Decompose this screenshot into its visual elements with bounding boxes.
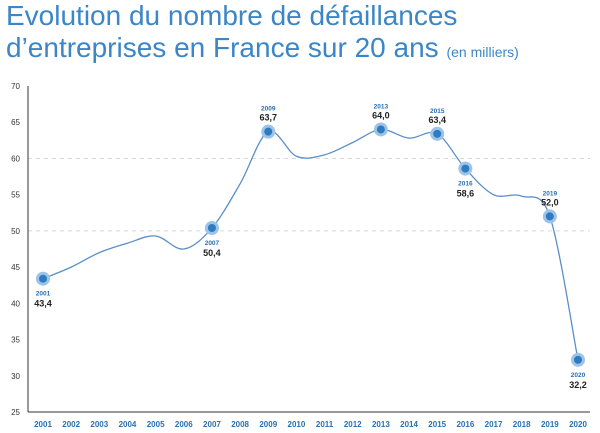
x-tick-label: 2008: [231, 420, 249, 429]
data-label-year: 2007: [205, 240, 220, 247]
data-point: [574, 355, 582, 364]
data-label-value: 32,2: [569, 380, 587, 390]
data-label-year: 2001: [36, 291, 51, 298]
y-tick-label: 25: [11, 408, 20, 417]
data-label-year: 2009: [261, 106, 276, 113]
data-label-year: 2013: [374, 103, 389, 110]
x-tick-label: 2019: [541, 420, 559, 429]
x-tick-label: 2009: [259, 420, 277, 429]
data-point: [207, 223, 216, 232]
data-point: [376, 125, 385, 134]
y-tick-label: 40: [11, 299, 20, 308]
y-axis-ticks: 25 30 35 40 45 50 55 60 65 70: [11, 82, 20, 417]
data-label-value: 58,6: [457, 189, 475, 199]
y-tick-label: 60: [11, 154, 20, 163]
data-label-value: 43,4: [34, 299, 52, 309]
title-line-1: Evolution du nombre de défaillances: [6, 0, 458, 31]
title-line-2: d’entreprises en France sur 20 ans: [6, 32, 439, 63]
x-tick-label: 2005: [147, 420, 165, 429]
x-axis-ticks: 2001 2002 2003 2004 2005 2006 2007 2008 2009 2010…: [34, 420, 587, 429]
x-tick-label: 2018: [513, 420, 531, 429]
x-tick-label: 2002: [62, 420, 80, 429]
y-tick-label: 50: [11, 227, 20, 236]
series-line: [42, 128, 579, 360]
y-tick-label: 65: [11, 118, 20, 127]
data-label-year: 2016: [458, 181, 473, 188]
grid-lines: [28, 157, 590, 232]
data-markers: [36, 122, 585, 367]
x-tick-label: 2015: [428, 420, 446, 429]
data-label-year: 2015: [430, 108, 445, 115]
y-tick-label: 55: [11, 191, 20, 200]
y-tick-label: 45: [11, 263, 20, 272]
data-label-value: 63,4: [428, 115, 446, 125]
x-tick-label: 2003: [90, 420, 108, 429]
x-tick-label: 2012: [344, 420, 362, 429]
x-tick-label: 2010: [288, 420, 306, 429]
data-point: [461, 164, 470, 173]
chart-title: Evolution du nombre de défaillances d’en…: [6, 0, 519, 68]
data-label-value: 63,7: [259, 113, 277, 123]
x-tick-label: 2004: [119, 420, 137, 429]
data-label-value: 50,4: [203, 248, 221, 258]
x-tick-label: 2001: [34, 420, 52, 429]
data-label-value: 64,0: [372, 110, 390, 120]
y-tick-label: 70: [11, 82, 20, 91]
y-tick-label: 35: [11, 336, 20, 345]
data-point: [545, 212, 554, 221]
data-point: [39, 274, 47, 283]
axes: [27, 86, 590, 413]
x-tick-label: 2020: [569, 420, 587, 429]
y-tick-label: 30: [11, 372, 20, 381]
x-tick-label: 2014: [400, 420, 418, 429]
x-tick-label: 2016: [456, 420, 474, 429]
data-label-value: 52,0: [541, 197, 559, 207]
x-tick-label: 2011: [316, 420, 334, 429]
data-point: [433, 129, 442, 138]
x-tick-label: 2006: [175, 420, 193, 429]
x-tick-label: 2007: [203, 420, 221, 429]
x-tick-label: 2013: [372, 420, 390, 429]
data-label-year: 2020: [571, 372, 586, 379]
x-tick-label: 2017: [485, 420, 503, 429]
title-unit: (en milliers): [446, 44, 519, 60]
data-point: [264, 127, 273, 136]
data-label-year: 2019: [543, 190, 558, 197]
